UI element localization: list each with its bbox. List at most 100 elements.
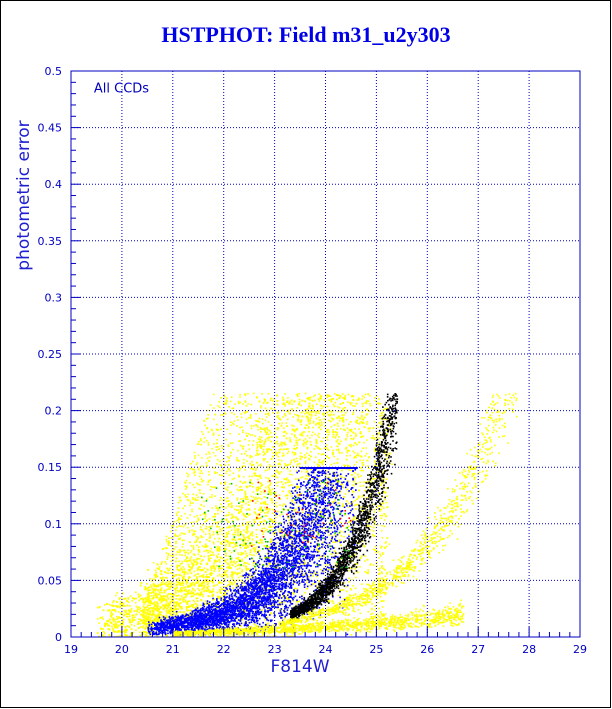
data-point bbox=[115, 610, 117, 613]
data-point bbox=[357, 399, 360, 401]
data-point bbox=[282, 490, 284, 493]
data-point bbox=[184, 613, 187, 616]
data-point bbox=[358, 542, 360, 545]
data-point bbox=[242, 518, 245, 521]
data-point bbox=[262, 428, 264, 431]
data-point bbox=[236, 564, 239, 567]
data-point bbox=[162, 594, 165, 597]
data-point bbox=[388, 543, 391, 545]
data-point bbox=[161, 583, 164, 586]
data-point bbox=[266, 503, 269, 506]
data-point bbox=[237, 525, 239, 528]
data-point bbox=[228, 607, 230, 610]
data-point bbox=[229, 483, 231, 485]
data-point bbox=[305, 456, 307, 458]
data-point bbox=[310, 415, 313, 417]
data-point bbox=[192, 533, 194, 535]
data-point bbox=[179, 606, 181, 609]
data-point bbox=[112, 601, 114, 604]
data-point bbox=[269, 508, 271, 511]
data-point bbox=[225, 507, 227, 510]
data-point bbox=[255, 496, 257, 499]
data-point bbox=[253, 472, 255, 475]
data-point bbox=[260, 405, 262, 407]
data-point bbox=[139, 598, 142, 600]
data-point bbox=[276, 440, 278, 443]
data-point bbox=[191, 587, 194, 590]
data-point bbox=[139, 626, 142, 628]
data-point bbox=[130, 623, 133, 626]
data-point bbox=[247, 514, 250, 517]
data-point bbox=[338, 510, 341, 512]
data-point bbox=[123, 629, 126, 632]
data-point bbox=[194, 583, 196, 585]
data-point bbox=[125, 609, 127, 612]
data-point bbox=[187, 569, 190, 571]
data-point bbox=[206, 581, 208, 583]
data-point bbox=[224, 604, 226, 607]
data-point bbox=[133, 624, 136, 627]
data-point bbox=[192, 606, 194, 609]
data-point bbox=[102, 630, 104, 633]
data-point bbox=[264, 520, 267, 523]
data-point bbox=[135, 605, 138, 608]
data-point bbox=[300, 423, 303, 426]
data-point bbox=[127, 601, 130, 604]
data-point bbox=[168, 588, 170, 590]
data-point bbox=[258, 487, 261, 489]
data-point bbox=[305, 452, 308, 455]
data-point bbox=[152, 609, 154, 611]
data-point bbox=[205, 563, 208, 565]
data-point bbox=[251, 455, 253, 458]
data-point bbox=[389, 520, 392, 523]
data-point bbox=[308, 404, 311, 407]
data-point bbox=[200, 598, 202, 601]
data-point bbox=[200, 630, 203, 633]
data-point bbox=[268, 588, 271, 590]
data-point bbox=[368, 467, 370, 469]
data-point bbox=[334, 401, 337, 404]
data-point bbox=[213, 598, 216, 601]
data-point bbox=[266, 413, 269, 415]
data-point bbox=[115, 624, 118, 626]
data-point bbox=[199, 558, 201, 560]
data-point bbox=[374, 477, 376, 480]
data-point bbox=[263, 489, 265, 491]
data-point bbox=[242, 535, 245, 538]
data-point bbox=[191, 583, 194, 585]
data-point bbox=[236, 528, 239, 530]
data-point bbox=[138, 599, 141, 602]
data-point bbox=[222, 540, 225, 543]
data-point bbox=[248, 475, 251, 478]
data-point bbox=[356, 503, 359, 506]
data-point bbox=[182, 584, 184, 587]
data-point bbox=[179, 551, 181, 553]
data-point bbox=[273, 398, 275, 400]
data-point bbox=[192, 545, 195, 547]
data-point bbox=[199, 594, 201, 597]
data-point bbox=[236, 497, 239, 500]
data-point bbox=[139, 618, 142, 621]
data-point bbox=[121, 605, 124, 607]
data-point bbox=[251, 534, 254, 537]
data-point bbox=[118, 598, 121, 600]
data-point bbox=[204, 603, 207, 605]
data-point bbox=[282, 431, 285, 433]
data-point bbox=[337, 405, 339, 408]
data-point bbox=[211, 599, 214, 601]
data-point bbox=[254, 498, 256, 501]
data-point bbox=[297, 420, 299, 422]
data-point bbox=[210, 547, 212, 550]
data-point bbox=[212, 590, 215, 593]
data-point bbox=[159, 595, 162, 597]
data-point bbox=[287, 397, 289, 399]
data-point bbox=[251, 475, 253, 478]
data-point bbox=[115, 615, 118, 618]
data-point bbox=[318, 557, 321, 560]
data-point bbox=[190, 561, 193, 564]
data-point bbox=[200, 604, 202, 606]
data-point bbox=[128, 618, 130, 621]
data-point bbox=[282, 452, 285, 455]
data-point bbox=[234, 531, 236, 534]
data-point bbox=[127, 598, 130, 600]
